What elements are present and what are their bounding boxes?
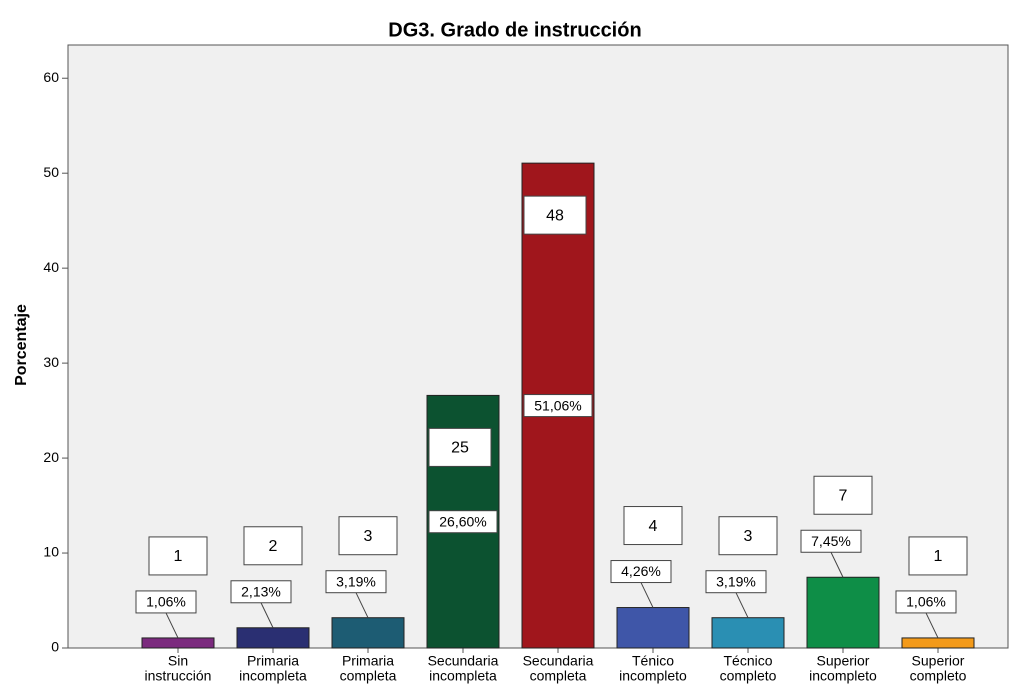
count-label: 1 — [174, 548, 183, 565]
x-tick-label: Secundaria — [428, 653, 499, 669]
x-tick-label: Secundaria — [523, 653, 594, 669]
count-label: 48 — [546, 207, 564, 224]
count-label: 4 — [649, 518, 658, 535]
bar — [331, 617, 405, 649]
bar — [806, 576, 880, 649]
x-tick-label: Superior — [912, 653, 965, 669]
y-tick-label: 20 — [43, 449, 59, 465]
bar — [141, 637, 215, 649]
leader-line — [830, 552, 844, 578]
value-label: 1,06% — [906, 594, 946, 610]
value-label: 1,06% — [146, 594, 186, 610]
count-label-box — [908, 536, 968, 576]
value-label-box — [800, 529, 862, 553]
count-label-box — [338, 516, 398, 556]
leader-line — [735, 592, 749, 618]
y-tick-label: 0 — [51, 639, 59, 655]
bar — [616, 607, 690, 649]
value-label-box — [135, 590, 197, 614]
bar — [236, 627, 310, 649]
x-tick-label: completa — [340, 668, 397, 684]
x-tick-label: Superior — [817, 653, 870, 669]
value-label-box — [230, 580, 292, 604]
value-label-box — [610, 560, 672, 584]
x-tick-label: completo — [720, 668, 777, 684]
count-label-box — [623, 506, 683, 546]
value-label: 3,19% — [336, 573, 376, 589]
value-label-box — [428, 510, 498, 534]
value-label: 51,06% — [534, 397, 581, 413]
x-tick-label: instrucción — [145, 668, 212, 684]
count-label: 3 — [364, 528, 373, 545]
value-label: 3,19% — [716, 573, 756, 589]
y-tick-label: 10 — [43, 544, 59, 560]
y-tick-label: 60 — [43, 69, 59, 85]
x-tick-label: Primaria — [342, 653, 394, 669]
value-label: 2,13% — [241, 583, 281, 599]
count-label-box — [813, 475, 873, 515]
y-tick-label: 30 — [43, 354, 59, 370]
count-label: 25 — [451, 440, 469, 457]
x-tick-label: Técnico — [723, 653, 772, 669]
x-tick-label: incompleta — [429, 668, 497, 684]
count-label-box — [148, 536, 208, 576]
y-axis-label: Porcentaje — [13, 304, 30, 386]
value-label-box — [325, 570, 387, 594]
x-tick-label: completa — [530, 668, 587, 684]
value-label: 26,60% — [439, 513, 486, 529]
count-label-box — [428, 427, 492, 467]
x-tick-label: Ténico — [632, 653, 674, 669]
bar — [901, 637, 975, 649]
chart-title: DG3. Grado de instrucción — [388, 19, 641, 41]
x-tick-label: incompleto — [619, 668, 687, 684]
x-tick-label: incompleto — [809, 668, 877, 684]
leader-line — [640, 582, 654, 608]
x-tick-label: completo — [910, 668, 967, 684]
leader-line — [260, 602, 274, 628]
count-label-box — [718, 516, 778, 556]
count-label: 1 — [934, 548, 943, 565]
x-tick-label: Primaria — [247, 653, 299, 669]
x-tick-label: incompleta — [239, 668, 307, 684]
value-label-box — [895, 590, 957, 614]
count-label: 3 — [744, 528, 753, 545]
leader-line — [925, 612, 939, 639]
count-label: 2 — [269, 538, 278, 555]
bar — [711, 617, 785, 649]
count-label-box — [243, 526, 303, 566]
y-tick-label: 40 — [43, 259, 59, 275]
value-label: 4,26% — [621, 563, 661, 579]
leader-line — [355, 592, 369, 618]
x-tick-label: Sin — [168, 653, 188, 669]
value-label-box — [523, 394, 593, 418]
value-label: 7,45% — [811, 533, 851, 549]
count-label: 7 — [839, 487, 848, 504]
leader-line — [165, 612, 179, 639]
y-tick-label: 50 — [43, 164, 59, 180]
value-label-box — [705, 570, 767, 594]
count-label-box — [523, 195, 587, 235]
